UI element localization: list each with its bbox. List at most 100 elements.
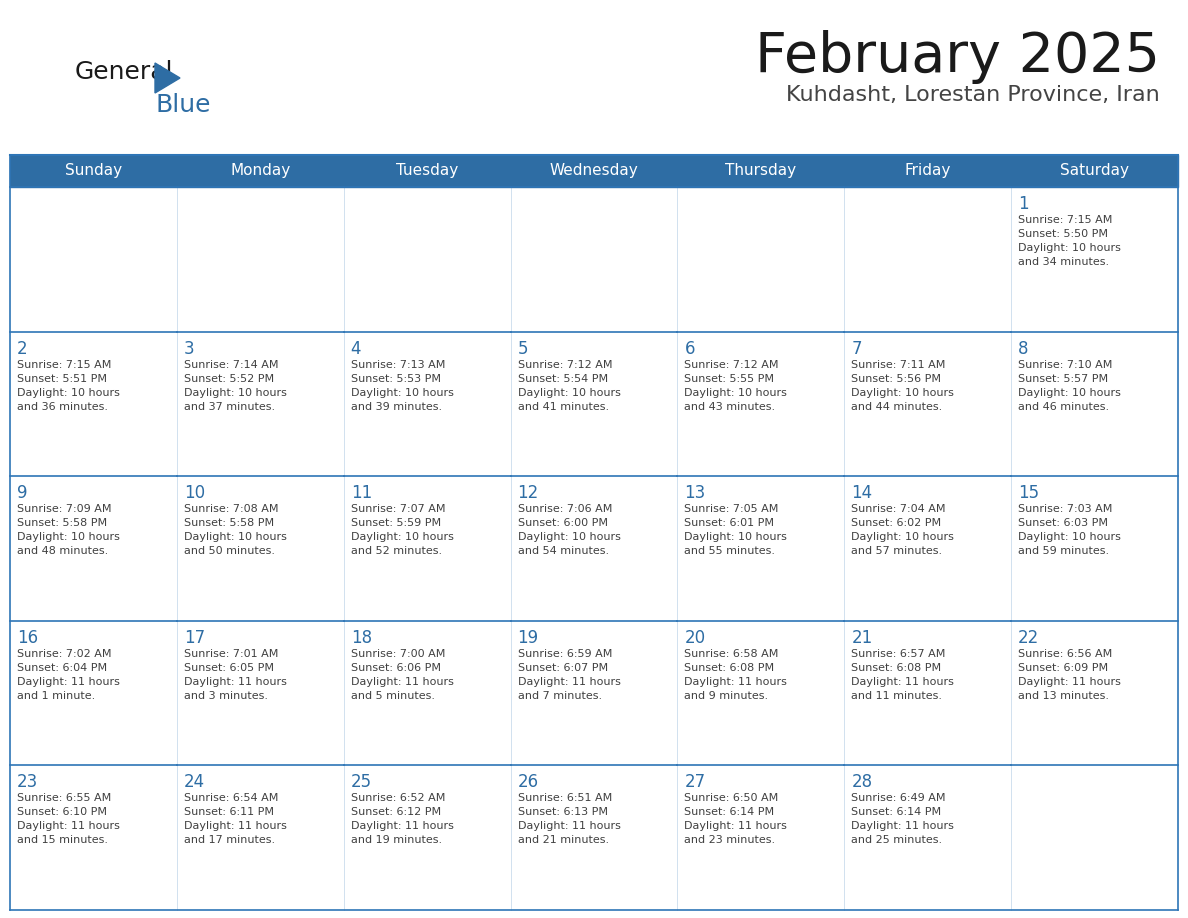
Text: Sunrise: 7:09 AM
Sunset: 5:58 PM
Daylight: 10 hours
and 48 minutes.: Sunrise: 7:09 AM Sunset: 5:58 PM Dayligh… [17,504,120,556]
Text: 8: 8 [1018,340,1029,358]
Text: Sunrise: 6:55 AM
Sunset: 6:10 PM
Daylight: 11 hours
and 15 minutes.: Sunrise: 6:55 AM Sunset: 6:10 PM Dayligh… [17,793,120,845]
Text: 21: 21 [852,629,872,647]
Text: Sunrise: 7:12 AM
Sunset: 5:54 PM
Daylight: 10 hours
and 41 minutes.: Sunrise: 7:12 AM Sunset: 5:54 PM Dayligh… [518,360,620,411]
Bar [343,621,511,766]
Polygon shape [154,63,181,93]
Bar [177,187,343,331]
Text: 12: 12 [518,484,539,502]
Text: 5: 5 [518,340,529,358]
Bar [1011,766,1178,910]
Text: 10: 10 [184,484,206,502]
Bar [511,476,677,621]
Text: Tuesday: Tuesday [396,163,459,178]
Bar [1011,621,1178,766]
Text: 15: 15 [1018,484,1040,502]
Text: Blue: Blue [154,93,210,117]
Text: Sunrise: 6:52 AM
Sunset: 6:12 PM
Daylight: 11 hours
and 19 minutes.: Sunrise: 6:52 AM Sunset: 6:12 PM Dayligh… [350,793,454,845]
Text: Saturday: Saturday [1060,163,1129,178]
Text: Sunday: Sunday [65,163,122,178]
Bar [10,187,177,331]
Bar [677,621,845,766]
Bar [343,476,511,621]
Bar [1011,187,1178,331]
Text: Sunrise: 7:07 AM
Sunset: 5:59 PM
Daylight: 10 hours
and 52 minutes.: Sunrise: 7:07 AM Sunset: 5:59 PM Dayligh… [350,504,454,556]
Bar [1011,476,1178,621]
Text: Sunrise: 6:56 AM
Sunset: 6:09 PM
Daylight: 11 hours
and 13 minutes.: Sunrise: 6:56 AM Sunset: 6:09 PM Dayligh… [1018,649,1121,700]
Text: Sunrise: 7:03 AM
Sunset: 6:03 PM
Daylight: 10 hours
and 59 minutes.: Sunrise: 7:03 AM Sunset: 6:03 PM Dayligh… [1018,504,1121,556]
Bar [10,766,177,910]
Text: 1: 1 [1018,195,1029,213]
Bar [177,766,343,910]
Text: Sunrise: 6:51 AM
Sunset: 6:13 PM
Daylight: 11 hours
and 21 minutes.: Sunrise: 6:51 AM Sunset: 6:13 PM Dayligh… [518,793,620,845]
Text: Sunrise: 6:50 AM
Sunset: 6:14 PM
Daylight: 11 hours
and 23 minutes.: Sunrise: 6:50 AM Sunset: 6:14 PM Dayligh… [684,793,788,845]
Bar [677,187,845,331]
Text: Sunrise: 7:10 AM
Sunset: 5:57 PM
Daylight: 10 hours
and 46 minutes.: Sunrise: 7:10 AM Sunset: 5:57 PM Dayligh… [1018,360,1121,411]
Text: Sunrise: 7:05 AM
Sunset: 6:01 PM
Daylight: 10 hours
and 55 minutes.: Sunrise: 7:05 AM Sunset: 6:01 PM Dayligh… [684,504,788,556]
Bar [511,621,677,766]
Bar [845,621,1011,766]
Text: 25: 25 [350,773,372,791]
Text: Sunrise: 7:06 AM
Sunset: 6:00 PM
Daylight: 10 hours
and 54 minutes.: Sunrise: 7:06 AM Sunset: 6:00 PM Dayligh… [518,504,620,556]
Text: Sunrise: 6:58 AM
Sunset: 6:08 PM
Daylight: 11 hours
and 9 minutes.: Sunrise: 6:58 AM Sunset: 6:08 PM Dayligh… [684,649,788,700]
Bar [10,621,177,766]
Text: Sunrise: 7:00 AM
Sunset: 6:06 PM
Daylight: 11 hours
and 5 minutes.: Sunrise: 7:00 AM Sunset: 6:06 PM Dayligh… [350,649,454,700]
Text: Thursday: Thursday [726,163,796,178]
Text: 11: 11 [350,484,372,502]
Text: 23: 23 [17,773,38,791]
Text: February 2025: February 2025 [756,30,1159,84]
Text: 18: 18 [350,629,372,647]
Bar [343,187,511,331]
Text: Sunrise: 7:15 AM
Sunset: 5:50 PM
Daylight: 10 hours
and 34 minutes.: Sunrise: 7:15 AM Sunset: 5:50 PM Dayligh… [1018,215,1121,267]
Text: Sunrise: 6:54 AM
Sunset: 6:11 PM
Daylight: 11 hours
and 17 minutes.: Sunrise: 6:54 AM Sunset: 6:11 PM Dayligh… [184,793,286,845]
Text: 27: 27 [684,773,706,791]
Bar [1011,331,1178,476]
Text: Monday: Monday [230,163,290,178]
Text: Sunrise: 6:57 AM
Sunset: 6:08 PM
Daylight: 11 hours
and 11 minutes.: Sunrise: 6:57 AM Sunset: 6:08 PM Dayligh… [852,649,954,700]
Text: Friday: Friday [904,163,950,178]
Text: 7: 7 [852,340,861,358]
Bar [511,331,677,476]
Text: 28: 28 [852,773,872,791]
Text: Sunrise: 7:15 AM
Sunset: 5:51 PM
Daylight: 10 hours
and 36 minutes.: Sunrise: 7:15 AM Sunset: 5:51 PM Dayligh… [17,360,120,411]
Text: Kuhdasht, Lorestan Province, Iran: Kuhdasht, Lorestan Province, Iran [786,85,1159,105]
Text: Sunrise: 7:04 AM
Sunset: 6:02 PM
Daylight: 10 hours
and 57 minutes.: Sunrise: 7:04 AM Sunset: 6:02 PM Dayligh… [852,504,954,556]
Bar [177,476,343,621]
Bar [10,331,177,476]
Text: 4: 4 [350,340,361,358]
Bar [10,155,1178,187]
Text: Sunrise: 6:59 AM
Sunset: 6:07 PM
Daylight: 11 hours
and 7 minutes.: Sunrise: 6:59 AM Sunset: 6:07 PM Dayligh… [518,649,620,700]
Bar [177,621,343,766]
Bar [845,766,1011,910]
Text: Sunrise: 7:11 AM
Sunset: 5:56 PM
Daylight: 10 hours
and 44 minutes.: Sunrise: 7:11 AM Sunset: 5:56 PM Dayligh… [852,360,954,411]
Text: Wednesday: Wednesday [550,163,638,178]
Text: 20: 20 [684,629,706,647]
Text: General: General [75,60,173,84]
Bar [10,476,177,621]
Bar [677,766,845,910]
Text: Sunrise: 7:13 AM
Sunset: 5:53 PM
Daylight: 10 hours
and 39 minutes.: Sunrise: 7:13 AM Sunset: 5:53 PM Dayligh… [350,360,454,411]
Text: Sunrise: 7:08 AM
Sunset: 5:58 PM
Daylight: 10 hours
and 50 minutes.: Sunrise: 7:08 AM Sunset: 5:58 PM Dayligh… [184,504,286,556]
Text: 13: 13 [684,484,706,502]
Bar [845,476,1011,621]
Bar [343,331,511,476]
Text: Sunrise: 7:02 AM
Sunset: 6:04 PM
Daylight: 11 hours
and 1 minute.: Sunrise: 7:02 AM Sunset: 6:04 PM Dayligh… [17,649,120,700]
Text: 2: 2 [17,340,27,358]
Text: 26: 26 [518,773,538,791]
Bar [177,331,343,476]
Bar [511,766,677,910]
Text: 19: 19 [518,629,538,647]
Text: 17: 17 [184,629,206,647]
Text: 22: 22 [1018,629,1040,647]
Bar [677,476,845,621]
Bar [845,331,1011,476]
Bar [677,331,845,476]
Text: 3: 3 [184,340,195,358]
Text: Sunrise: 7:14 AM
Sunset: 5:52 PM
Daylight: 10 hours
and 37 minutes.: Sunrise: 7:14 AM Sunset: 5:52 PM Dayligh… [184,360,286,411]
Text: Sunrise: 7:01 AM
Sunset: 6:05 PM
Daylight: 11 hours
and 3 minutes.: Sunrise: 7:01 AM Sunset: 6:05 PM Dayligh… [184,649,286,700]
Text: Sunrise: 7:12 AM
Sunset: 5:55 PM
Daylight: 10 hours
and 43 minutes.: Sunrise: 7:12 AM Sunset: 5:55 PM Dayligh… [684,360,788,411]
Bar [343,766,511,910]
Text: 6: 6 [684,340,695,358]
Text: 14: 14 [852,484,872,502]
Bar [845,187,1011,331]
Text: Sunrise: 6:49 AM
Sunset: 6:14 PM
Daylight: 11 hours
and 25 minutes.: Sunrise: 6:49 AM Sunset: 6:14 PM Dayligh… [852,793,954,845]
